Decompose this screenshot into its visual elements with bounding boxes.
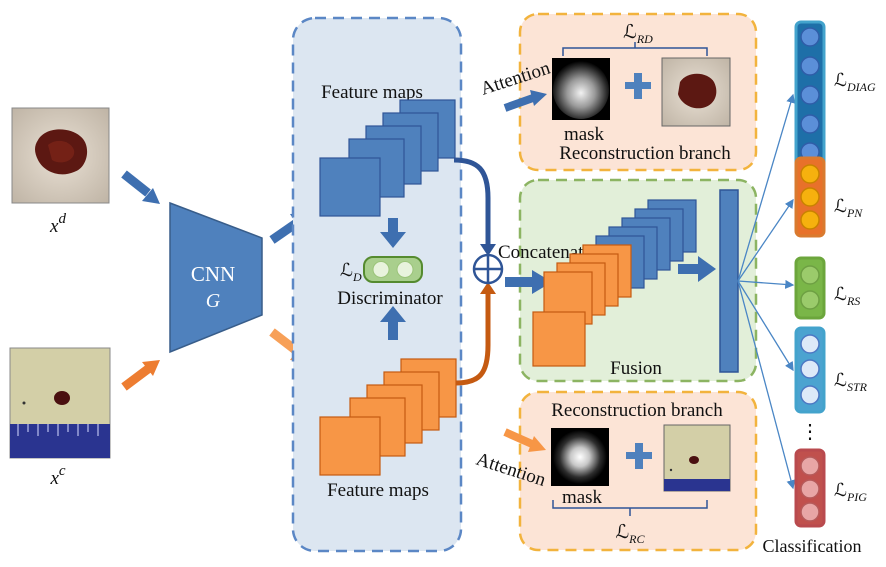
derm-to-fusion-connector [453,157,491,246]
fused-feature-vector [719,189,739,373]
clinical-image [9,347,111,459]
fused-orange-stack [532,244,632,367]
feature-maps-top-label: Feature maps [321,82,423,103]
loss-diag: ℒDIAG [834,70,876,94]
discriminator-label: Discriminator [337,288,443,309]
attention-arrow-derm [503,90,547,112]
derm-to-cnn-arrow [121,170,160,204]
reconstructed-clinic-image [663,424,731,492]
discriminator-node [372,261,390,278]
classification-title: Classification [763,536,862,556]
clinic-input-label: xc [49,463,65,489]
reconstruction-clinic-loss: ℒRC [615,522,645,546]
head-diag [794,20,826,169]
clinic-to-fusion-arrowhead [480,282,496,294]
loss-pn: ℒPN [834,196,863,220]
reconstruction-clinic-bracket [552,500,708,516]
fusion-label: Fusion [610,358,662,379]
attention-mask-clinic [553,430,607,484]
fusion-to-vector-arrow [678,256,716,282]
head-str [794,326,826,414]
attention-mask-derm [553,61,609,119]
discriminator-loss: ℒD [340,260,362,284]
concat-input-arrow [505,270,552,294]
cnn-label: CNN [191,262,235,286]
mask-label-derm: mask [564,124,605,145]
clinic-to-fusion-connector [455,292,491,386]
reconstruction-branch-label-clinic: Reconstruction branch [551,400,723,421]
derm-input-label: xd [49,211,66,237]
reconstruction-derm-loss: ℒRD [623,22,653,46]
mask-label-clinic: mask [562,487,603,508]
dermoscopic-image [11,107,110,204]
head-pn [794,156,826,238]
cnn-encoder [169,201,263,354]
clinic-feature-stack [319,358,457,476]
reconstruction-derm-bracket [562,42,708,56]
head-pig [794,448,826,528]
reconstructed-derm-image [661,57,731,127]
attention-arrow-clinic [503,428,546,452]
classification-connectors [737,93,796,490]
head-rs [794,256,826,320]
derm-to-fusion-arrowhead [480,244,496,256]
concatenate-label: Concatenate [498,242,592,263]
heads-ellipsis: ⋮ [800,421,820,443]
reconstruction-branch-label-derm: Reconstruction branch [559,143,731,164]
derm-feature-stack [319,99,456,217]
feature-maps-bottom-label: Feature maps [327,480,429,501]
clinic-to-cnn-arrow [121,360,160,391]
loss-rs: ℒRS [834,284,860,308]
discriminator-node [396,261,414,278]
loss-pig: ℒPIG [834,480,867,504]
cnn-symbol: G [206,290,221,312]
derm-to-discriminator-arrow [380,218,406,248]
clinic-to-discriminator-arrow [380,306,406,340]
loss-str: ℒSTR [834,370,868,394]
